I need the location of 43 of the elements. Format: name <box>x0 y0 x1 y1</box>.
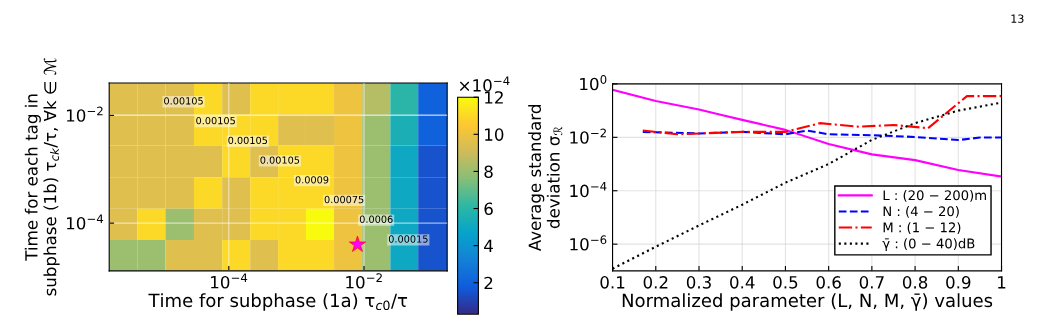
text: ×10$^{−4}$ <box>459 76 510 92</box>
x-tick-label: 10$^{−4}$ <box>211 273 248 289</box>
x-tick-label: 0.3 <box>686 276 711 289</box>
line-series <box>612 88 1002 178</box>
y-axis-title: Time for each tag in subphase (1b) τ$_{ck}$/τ, ∀k ∈ ℳ <box>24 58 60 296</box>
text: 13 <box>1011 14 1024 23</box>
legend-label: γ̄ : (0 − 40)dB <box>882 238 975 251</box>
y-tick-label: 10$^{−2}$ <box>570 128 606 144</box>
line-series <box>641 95 1002 136</box>
annotation: 0.00105 <box>228 136 268 145</box>
annotation: 0.00105 <box>260 156 300 164</box>
annotation: 0.00105 <box>196 116 235 125</box>
x-tick-label: 0.8 <box>902 276 928 289</box>
color-bar-label: 4 <box>484 239 493 252</box>
x-axis-title: Time for subphase (1a) τ$_{c0}$/τ <box>148 293 408 311</box>
y-tick-label: 10$^{−4}$ <box>570 182 607 198</box>
annotation: 0.00075 <box>324 195 364 204</box>
x-tick-label: 0.5 <box>773 276 798 289</box>
annotation: 0.0009 <box>295 176 329 184</box>
line-series <box>641 129 1002 142</box>
legend-label: L : (20 − 200)m <box>883 190 986 202</box>
legend-label: M : (1 − 12) <box>883 222 961 234</box>
x-axis-title: Normalized parameter (L, N, M, γ̄) values <box>622 293 993 311</box>
annotation: 0.00105 <box>164 97 203 105</box>
y-tick-label: 10$^{−6}$ <box>570 235 607 251</box>
x-tick-label: 0.1 <box>600 276 625 289</box>
x-tick-label: 0.4 <box>730 276 755 289</box>
color-bar-label: 6 <box>484 202 493 216</box>
x-tick-label: 1 <box>998 276 1006 289</box>
x-tick-label: 10$^{−2}$ <box>346 273 382 289</box>
x-tick-label: 0.9 <box>946 276 971 289</box>
x-tick-label: 0.7 <box>859 276 884 289</box>
color-bar-label: 12 <box>485 91 503 104</box>
color-bar-label: 8 <box>484 165 493 178</box>
x-tick-label: 0.2 <box>643 276 668 289</box>
color-bar-label: 2 <box>484 276 493 290</box>
x-tick-label: 0.6 <box>816 276 841 289</box>
y-axis-title: Average standard deviation σ$_{ℛ}$ <box>528 105 563 252</box>
annotation: 0.0006 <box>359 215 393 223</box>
annotation: 0.00015 <box>388 235 428 243</box>
legend-label: N : (4 − 20) <box>883 206 959 218</box>
color-bar-label: 10 <box>485 128 504 141</box>
y-tick-label: 10$^{0}$ <box>580 75 607 91</box>
